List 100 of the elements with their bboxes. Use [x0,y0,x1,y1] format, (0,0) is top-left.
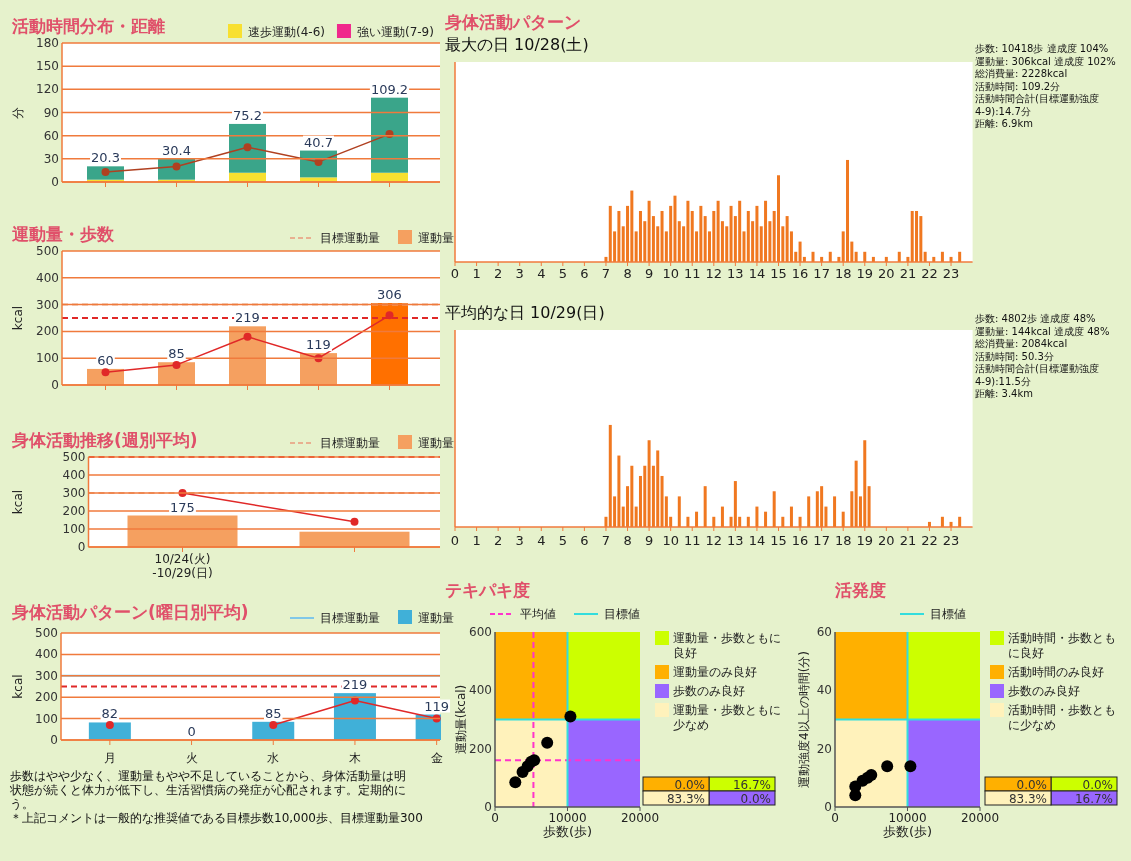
y-tick-label: 400 [62,468,86,482]
text: 0.0% [1016,778,1047,792]
x-tick-label: 8 [623,266,632,281]
bar [638,210,642,262]
chart-title: 身体活動推移(週別平均) [11,430,198,450]
x-tick-label: 0 [450,266,460,281]
legend-label: 目標運動量 [320,611,380,625]
data-label: 82 [101,706,119,722]
x-tick-label: 2 [493,533,503,548]
y-axis-title: kcal [11,489,25,515]
y-tick-label: 0 [50,733,58,747]
point [101,368,110,377]
y-tick-label: 100 [36,351,59,366]
data-label: 85 [264,705,282,721]
bar [716,200,720,262]
data-label: 306 [377,286,402,302]
x-tick-label: 12 [705,533,723,548]
text: 4-9):14.7分 [975,105,1031,117]
text: 運動量: 144kcal 達成度 48% [975,325,1110,337]
point [904,760,917,773]
legend-label: 運動量・歩数ともに少なめ [673,703,781,732]
x-tick-label: 8 [623,533,632,548]
x-tick-label: 20 [878,533,895,548]
bar [333,693,376,740]
legend-label: 目標運動量 [320,436,380,450]
bar [647,200,651,262]
bar [777,175,780,262]
bar [764,511,768,527]
x-tick-label: 7 [601,533,611,548]
x-tick-label: 23 [942,533,960,548]
bar [798,241,802,262]
text: 16.7% [1074,792,1113,806]
chart-title: 活動時間分布・距離 [11,16,165,36]
y-tick-label: 200 [35,690,58,705]
legend-label: 目標運動量 [320,231,380,245]
x-tick-label: 金 [430,751,443,765]
y-tick-label: 500 [35,626,58,640]
point [172,360,181,369]
bar [841,511,845,527]
data-label: 85 [168,346,185,362]
bar [772,491,776,527]
y-tick-label: 0 [824,800,832,814]
legend-label: 運動量 [418,611,454,625]
chart-title: 活発度 [834,580,886,600]
total-label: 40.7 [304,134,333,150]
x-tick-label: 10 [662,266,679,281]
x-tick-label: 14 [748,533,766,548]
bar [746,210,750,262]
bar [371,302,408,385]
bar [867,486,871,527]
point [172,162,181,171]
total-label: 30.4 [162,142,191,158]
x-tick-label: 3 [515,266,524,281]
legend-label: 活動時間・歩数ともに良好 [1008,631,1116,660]
text: 83.3% [1008,792,1047,806]
text: 距離: 3.4km [975,388,1033,399]
x-tick-label: 木 [348,751,361,765]
x-tick-label: 5 [558,533,567,548]
point [269,721,278,730]
point [243,143,252,152]
x-tick-label: 21 [899,533,917,548]
y-tick-label: 60 [816,625,832,639]
total-label: 75.2 [233,107,262,123]
y-tick-label: 0 [484,800,492,814]
x-tick-label: 20000 [620,811,660,825]
x-tick-label: 10/24(火) -10/29(日) [152,552,213,580]
x-tick-label: 1 [472,266,481,281]
legend-label: 強い運動(7-9) [356,25,434,39]
y-axis-title: kcal [11,305,25,331]
x-tick-label: 17 [813,266,830,281]
y-tick-label: 100 [62,522,86,536]
legend-label: 速歩運動(4-6) [248,25,325,39]
text: 歩数: 10418歩 達成度 104% [975,43,1109,54]
data-label: 175 [170,499,195,515]
y-tick-label: 60 [43,128,59,143]
text: 活動時間: 109.2分 [975,80,1061,92]
bar [854,460,858,527]
bar [846,159,850,262]
chart-title: テキパキ度 [445,580,530,600]
point [564,710,577,723]
bar [88,722,131,740]
bar [647,440,651,527]
x-tick-label: 18 [834,266,852,281]
bar [656,450,660,527]
y-tick-label: 90 [43,105,59,120]
y-tick-label: 0 [51,378,59,392]
y-tick-label: 200 [36,324,59,339]
x-tick-label: 6 [580,533,589,548]
data-label: 60 [97,352,114,368]
chart-title: 身体活動パターン(曜日別平均) [11,602,249,622]
bar [833,496,837,527]
point [385,311,394,320]
y-tick-label: 40 [816,683,832,698]
text: 距離: 6.9km [975,118,1033,129]
text: 歩数はやや少なく、運動量もやや不足していることから、身体活動量は明 [10,769,406,783]
bar [660,210,664,262]
bar [733,481,737,527]
chart-subtitle: 最大の日 10/28(土) [445,35,589,54]
y-tick-label: 600 [469,625,492,639]
bar [617,455,621,527]
